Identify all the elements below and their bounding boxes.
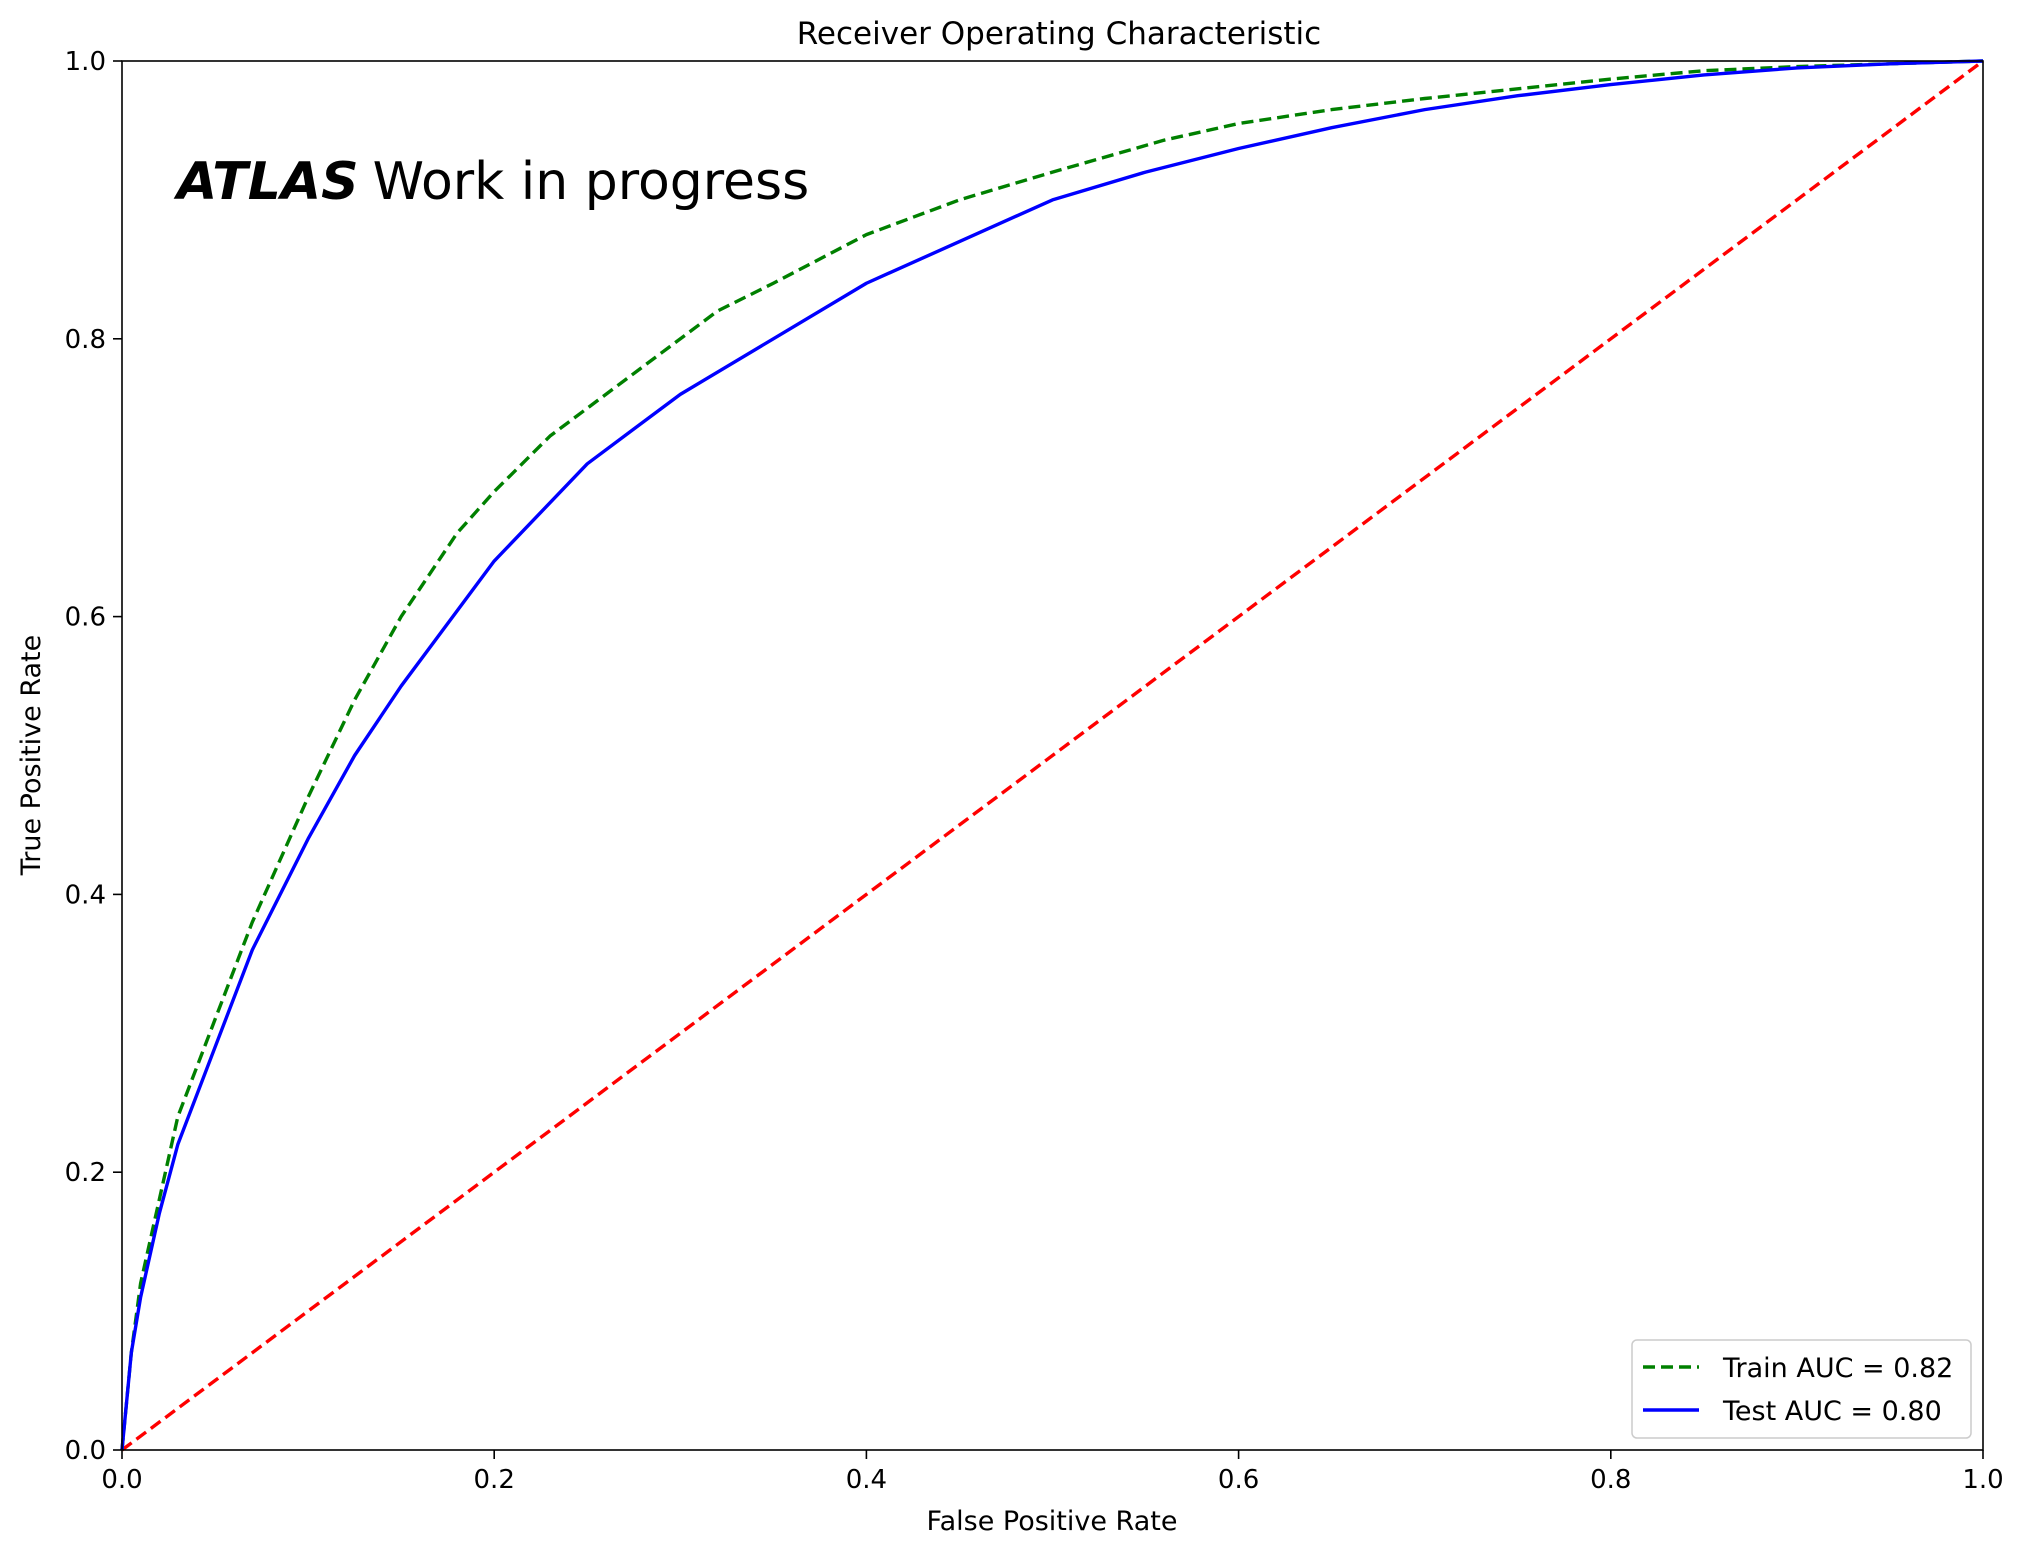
x-tick-label: 0.0 [101, 1465, 142, 1495]
train-roc-line [120, 59, 1984, 1451]
x-tick-label: 1.0 [1962, 1465, 2003, 1495]
chart-title: Receiver Operating Characteristic [797, 16, 1321, 52]
x-axis-ticks: 0.0 0.2 0.4 0.6 0.8 1.0 [101, 1450, 2004, 1495]
y-tick-label: 0.8 [65, 325, 106, 355]
atlas-annotation-bold: ATLAS [173, 152, 359, 212]
y-tick-label: 0.6 [65, 603, 106, 633]
y-tick-label: 0.2 [65, 1158, 106, 1188]
plot-frame [121, 60, 1984, 1451]
x-tick-label: 0.2 [474, 1465, 515, 1495]
x-tick-label: 0.4 [846, 1465, 887, 1495]
y-tick-label: 1.0 [65, 47, 106, 77]
random-chance-line [120, 59, 1985, 1452]
legend-box [1631, 1339, 1972, 1439]
x-axis-title: False Positive Rate [927, 1506, 1178, 1537]
legend-label-train: Train AUC = 0.82 [1722, 1353, 1953, 1384]
legend-label-test: Test AUC = 0.80 [1722, 1396, 1942, 1427]
test-roc-line [120, 59, 1984, 1451]
atlas-annotation-text: Work in progress [373, 152, 810, 212]
y-tick-label: 0.0 [65, 1436, 106, 1466]
plot-area [120, 59, 1985, 1452]
y-axis-title: True Positive Rate [16, 635, 47, 877]
y-axis-ticks: 0.0 0.2 0.4 0.6 0.8 1.0 [65, 47, 122, 1466]
x-tick-label: 0.6 [1218, 1465, 1259, 1495]
y-tick-label: 0.4 [65, 880, 106, 910]
legend: Train AUC = 0.82 Test AUC = 0.80 [1631, 1339, 1972, 1439]
atlas-annotation: ATLAS Work in progress [173, 152, 809, 212]
x-tick-label: 0.8 [1590, 1465, 1631, 1495]
